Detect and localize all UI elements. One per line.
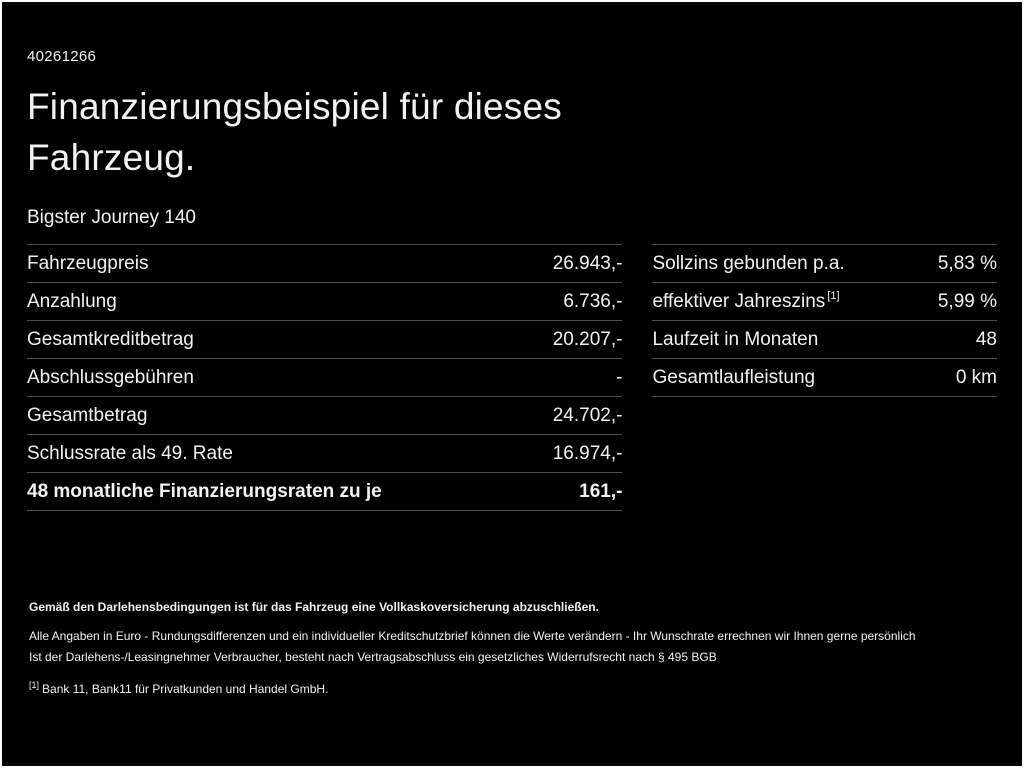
row-value: 0 km: [955, 366, 997, 388]
row-value: 20.207,-: [552, 328, 623, 350]
footnote-bank: [1] Bank 11, Bank11 für Privatkunden und …: [29, 680, 995, 697]
table-row: Gesamtlaufleistung 0 km: [652, 358, 997, 398]
table-row: Sollzins gebunden p.a. 5,83 %: [652, 244, 997, 282]
table-row: Schlussrate als 49. Rate 16.974,-: [27, 434, 623, 472]
row-value: 5,99 %: [937, 290, 997, 312]
table-row: Gesamtkreditbetrag 20.207,-: [27, 320, 623, 358]
row-value: 5,83 %: [937, 252, 997, 274]
legal-line-withdrawal: Ist der Darlehens-/Leasingnehmer Verbrau…: [29, 650, 717, 664]
financing-table-left: Fahrzeugpreis 26.943,- Anzahlung 6.736,-…: [27, 244, 623, 512]
row-label: Gesamtlaufleistung: [652, 366, 816, 388]
row-value: 26.943,-: [552, 252, 623, 274]
row-label: effektiver Jahreszins [1]: [652, 290, 840, 312]
table-row: effektiver Jahreszins [1] 5,99 %: [652, 282, 997, 320]
row-label: Gesamtkreditbetrag: [27, 328, 194, 350]
legal-line-disclaimer: Alle Angaben in Euro - Rundungsdifferenz…: [29, 629, 916, 643]
row-value: 16.974,-: [552, 442, 623, 464]
footnote-reference: [1]: [827, 290, 840, 303]
legal-footer: Gemäß den Darlehensbedingungen ist für d…: [29, 600, 995, 696]
row-value: 48: [975, 328, 997, 350]
row-value: 161,-: [579, 480, 623, 502]
row-label: Laufzeit in Monaten: [652, 328, 819, 350]
table-row: Laufzeit in Monaten 48: [652, 320, 997, 358]
row-label: Gesamtbetrag: [27, 404, 148, 426]
financing-tables: Fahrzeugpreis 26.943,- Anzahlung 6.736,-…: [27, 244, 997, 512]
vehicle-model: Bigster Journey 140: [27, 207, 196, 229]
row-label: Sollzins gebunden p.a.: [652, 252, 845, 274]
table-row-monthly-rate: 48 monatliche Finanzierungsraten zu je 1…: [27, 472, 623, 512]
reference-number: 40261266: [27, 48, 97, 65]
row-label: 48 monatliche Finanzierungsraten zu je: [27, 480, 382, 502]
footnote-text: Bank 11, Bank11 für Privatkunden und Han…: [42, 682, 329, 696]
table-row: Gesamtbetrag 24.702,-: [27, 396, 623, 434]
legal-line-insurance: Gemäß den Darlehensbedingungen ist für d…: [29, 600, 599, 614]
financing-table-right: Sollzins gebunden p.a. 5,83 % effektiver…: [652, 244, 997, 511]
page-title: Finanzierungsbeispiel für dieses Fahrzeu…: [27, 86, 562, 179]
row-label: Fahrzeugpreis: [27, 252, 149, 274]
footnote-marker: [1]: [29, 680, 40, 690]
table-row: Fahrzeugpreis 26.943,-: [27, 244, 623, 282]
row-value: 6.736,-: [563, 290, 623, 312]
row-label: Schlussrate als 49. Rate: [27, 442, 233, 464]
table-row: Anzahlung 6.736,-: [27, 282, 623, 320]
row-value: 24.702,-: [552, 404, 623, 426]
row-label: Abschlussgebühren: [27, 366, 194, 388]
row-value: -: [616, 366, 623, 388]
table-row: Abschlussgebühren -: [27, 358, 623, 396]
row-label: Anzahlung: [27, 290, 117, 312]
